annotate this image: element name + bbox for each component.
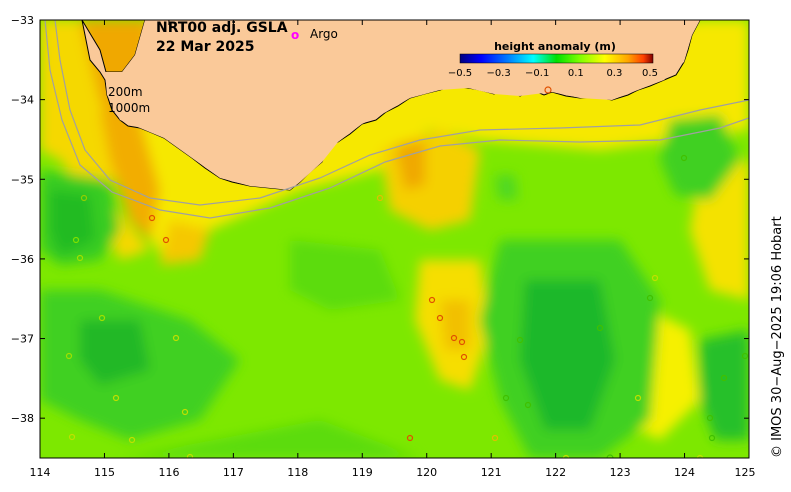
lat-tick-label: −37	[11, 333, 34, 346]
colorbar-tick-label: −0.5	[448, 68, 472, 79]
lon-tick-label: 122	[545, 466, 566, 479]
map-title-product: NRT00 adj. GSLA	[156, 20, 288, 36]
lon-tick-label: 119	[352, 466, 373, 479]
map-plot-area	[40, 20, 749, 458]
lon-tick-label: 117	[223, 466, 244, 479]
colorbar-tick-label: −0.1	[525, 68, 549, 79]
lon-tick-label: 114	[30, 466, 51, 479]
lon-tick-label: 123	[610, 466, 631, 479]
colorbar-title: height anomaly (m)	[494, 40, 616, 53]
colorbar-tick-label: 0.5	[642, 68, 658, 79]
argo-legend-symbol: o	[291, 28, 299, 42]
lon-tick-label: 124	[674, 466, 695, 479]
lat-tick-label: −33	[11, 14, 34, 27]
isobath-lines	[44, 20, 749, 219]
lon-tick-label: 116	[159, 466, 180, 479]
lat-tick-label: −36	[11, 253, 34, 266]
lat-tick-label: −34	[11, 94, 34, 107]
colorbar: height anomaly (m) −0.5 −0.3 −0.1 0.1 0.…	[448, 40, 658, 79]
lon-tick-label: 118	[287, 466, 308, 479]
lat-tick-label: −35	[11, 173, 34, 186]
lon-tick-label: 125	[735, 466, 756, 479]
y-axis-labels: −33 −34 −35 −36 −37 −38	[11, 14, 34, 425]
isobath-label-200m: 200m	[108, 85, 143, 99]
credit-text: © IMOS 30−Aug−2025 19:06 Hobart	[770, 216, 785, 458]
isobath-label-1000m: 1000m	[108, 101, 150, 115]
argo-legend-label: Argo	[310, 27, 338, 41]
argo-markers	[65, 86, 749, 458]
colorbar-gradient	[459, 53, 654, 64]
lon-tick-label: 115	[94, 466, 115, 479]
axis-tick-marks	[39, 19, 750, 458]
colorbar-tick-label: 0.3	[606, 68, 622, 79]
map-title-date: 22 Mar 2025	[156, 39, 254, 55]
lon-tick-label: 121	[481, 466, 502, 479]
lat-tick-label: −38	[11, 412, 34, 425]
plot-frame	[39, 19, 750, 459]
colorbar-tick-label: 0.1	[568, 68, 584, 79]
colorbar-tick-label: −0.3	[486, 68, 510, 79]
x-axis-labels: 114 115 116 117 118 119 120 121 122 123 …	[30, 466, 756, 479]
lon-tick-label: 120	[416, 466, 437, 479]
